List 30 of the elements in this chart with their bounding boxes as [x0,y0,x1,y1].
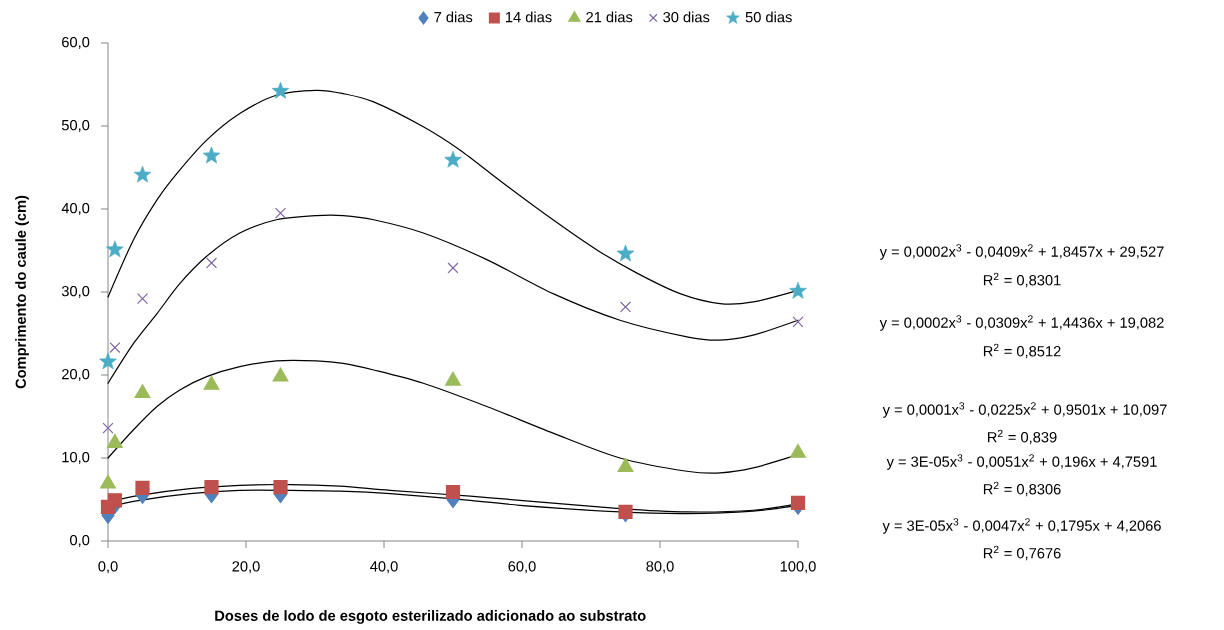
legend-label: 21 dias [586,11,633,23]
legend-label: 30 dias [663,11,710,23]
x-axis-title: Doses de lodo de esgoto esterilizado adicionado ao substrato [215,610,646,624]
legend-label: 7 dias [434,11,473,23]
x-tick-label: 40,0 [370,561,398,574]
y-tick-label: 60,0 [62,36,90,50]
text: R$^{2}$ = 0,8512 [983,343,1061,359]
text: R$^{2}$ = 0,7676 [983,545,1061,561]
y-tick-label: 50,0 [61,119,90,133]
text: y = 0,0002x$^{3}$ - 0,0309x$^{2}$ + 1,4436x + 19,082 [879,315,1164,331]
x-tick-label: 60,0 [508,561,536,574]
x-tick-label: 20,0 [232,561,260,574]
text: R$^{2}$ = 0,839 [988,429,1057,445]
text: R$^{2}$ = 0,8306 [983,481,1061,497]
legend-label: 14 dias [505,11,552,23]
y-tick-label: 0,0 [70,534,90,548]
text: y = 0,0002x$^{3}$ - 0,0409x$^{2}$ + 1,8457x + 29,527 [879,244,1164,260]
y-tick-label: 30,0 [61,285,90,299]
text: y = 3E-05x$^{3}$ - 0,0047x$^{2}$ + 0,1795x + 4,2066 [882,518,1161,534]
y-axis-title: Comprimento do caule (cm) [15,195,29,389]
y-tick-label: 20,0 [62,368,90,382]
legend-label: 50 dias [745,11,792,23]
text: R$^{2}$ = 0,8301 [983,272,1061,288]
y-tick-label: 10,0 [62,451,90,465]
x-tick-label: 80,0 [646,561,674,574]
y-tick-label: 40,0 [61,202,90,216]
x-tick-label: 100,0 [780,561,816,574]
x-tick-label: 0,0 [98,561,118,574]
text: y = 0,0001x$^{3}$ - 0,0225x$^{2}$ + 0,9501x + 10,097 [882,402,1167,418]
text: y = 3E-05x$^{3}$ - 0,0051x$^{2}$ + 0,196x + 4,7591 [886,454,1157,470]
